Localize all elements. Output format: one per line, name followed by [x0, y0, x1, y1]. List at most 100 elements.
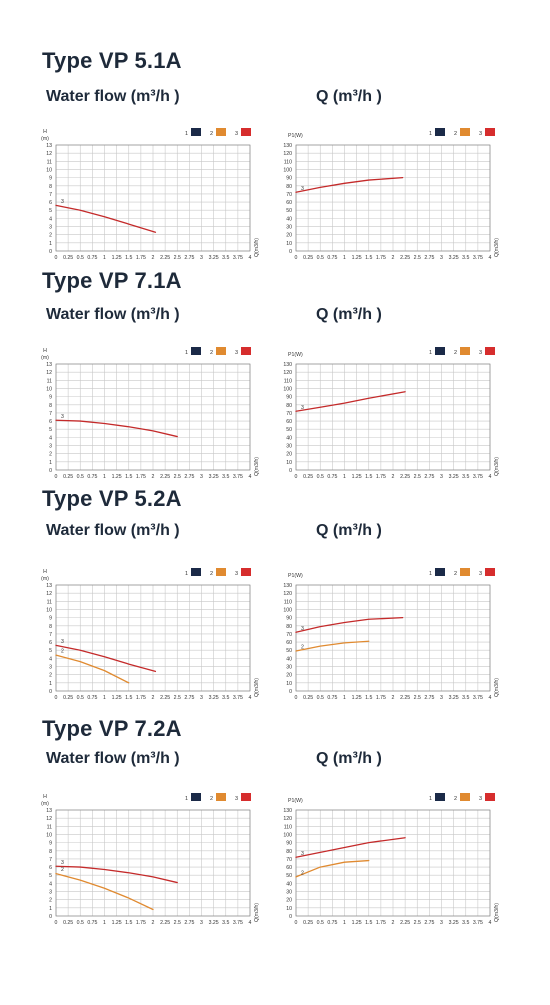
y-tick-label: 12 [46, 816, 52, 822]
x-axis-label: Q(m3/h) [254, 678, 260, 697]
legend-swatch [191, 793, 201, 801]
y-tick-label: 11 [47, 599, 52, 605]
legend-swatch [435, 568, 445, 576]
series-label: 2 [301, 645, 304, 651]
x-tick-label: 3.75 [233, 474, 243, 480]
x-tick-label: 3.25 [209, 255, 219, 261]
x-axis-label: Q(m3/h) [254, 903, 260, 922]
x-tick-label: 3.75 [233, 920, 243, 926]
y-tick-label: 13 [46, 143, 52, 149]
legend: 1 2 3 [429, 793, 495, 802]
x-tick-label: 3 [440, 474, 443, 480]
x-tick-label: 2 [392, 474, 395, 480]
series-line [55, 644, 157, 673]
y-tick-label: 30 [286, 890, 292, 896]
y-tick-label: 40 [286, 881, 292, 887]
x-tick-label: 0.25 [63, 255, 73, 261]
y-tick-label: 110 [284, 159, 292, 165]
legend-swatch [460, 568, 470, 576]
x-tick-label: 2.25 [160, 695, 170, 701]
legend-label: 2 [210, 350, 213, 356]
section-title: Type VP 5.2A [42, 486, 182, 511]
x-tick-label: 0.5 [77, 920, 84, 926]
series-line [295, 859, 370, 878]
y-tick-label: 5 [49, 873, 52, 879]
x-tick-label: 3.25 [449, 255, 459, 261]
x-tick-label: 3.5 [462, 920, 469, 926]
y-tick-label: 90 [286, 176, 292, 182]
legend: 1 2 3 [185, 793, 251, 802]
x-tick-label: 0.75 [327, 920, 337, 926]
y-tick-label: 130 [283, 583, 292, 589]
x-tick-label: 2.5 [174, 255, 181, 261]
y-tick-label: 12 [46, 591, 52, 597]
series-label: 3 [301, 405, 304, 411]
legend-label: 3 [479, 796, 482, 802]
x-tick-label: 2.75 [184, 920, 194, 926]
y-tick-label: 8 [49, 849, 52, 855]
y-tick-label: 8 [49, 403, 52, 409]
grid [55, 584, 251, 692]
plot-frame [55, 144, 251, 252]
y-axis-label: H [43, 569, 47, 575]
y-tick-label: 3 [49, 225, 52, 231]
x-tick-label: 0 [55, 255, 58, 261]
x-tick-label: 1.25 [352, 695, 362, 701]
x-tick-label: 1 [343, 695, 346, 701]
plot-frame [295, 363, 491, 471]
x-tick-label: 2 [152, 695, 155, 701]
series-line [295, 391, 406, 412]
section-title: Type VP 5.1A [42, 48, 182, 73]
x-axis-label: Q(m3/h) [494, 457, 500, 476]
y-tick-label: 11 [47, 824, 52, 830]
y-tick-label: 13 [46, 362, 52, 368]
y-tick-label: 60 [286, 419, 292, 425]
legend: 1 2 3 [185, 347, 251, 356]
x-tick-label: 3.25 [449, 695, 459, 701]
grid [295, 363, 491, 471]
y-tick-label: 50 [286, 873, 292, 879]
x-tick-label: 1.5 [365, 695, 372, 701]
x-tick-label: 2.5 [174, 474, 181, 480]
x-tick-label: 2 [152, 255, 155, 261]
y-tick-label: 10 [46, 386, 52, 392]
grid [55, 363, 251, 471]
x-tick-label: 3.25 [209, 695, 219, 701]
y-tick-label: 20 [286, 233, 292, 239]
grid [295, 809, 491, 917]
plot-frame [55, 809, 251, 917]
y-tick-label: 9 [49, 841, 52, 847]
q-caption: Q (m³/h ) [316, 306, 382, 323]
power-chart: 0 10 20 30 40 50 60 70 80 90 100 110 120 130 0 0.25 0.5 0… [283, 128, 500, 261]
y-tick-label: 10 [46, 167, 52, 173]
x-tick-label: 1.75 [376, 695, 386, 701]
x-tick-label: 4 [489, 255, 492, 261]
y-tick-label: 9 [49, 176, 52, 182]
legend-swatch [216, 568, 226, 576]
y-tick-label: 1 [49, 241, 52, 247]
x-tick-label: 2.75 [184, 474, 194, 480]
y-tick-label: 30 [286, 665, 292, 671]
y-tick-label: 1 [49, 460, 52, 466]
section-title: Type VP 7.1A [42, 268, 182, 293]
x-tick-label: 0 [55, 695, 58, 701]
y-tick-label: 9 [49, 395, 52, 401]
x-tick-label: 3.5 [462, 695, 469, 701]
x-tick-label: 3.25 [449, 474, 459, 480]
y-tick-label: 0 [289, 914, 292, 920]
legend-label: 1 [429, 131, 432, 137]
y-tick-label: 50 [286, 427, 292, 433]
legend-label: 1 [185, 796, 188, 802]
legend-swatch [216, 128, 226, 136]
water-flow-caption: Water flow (m³/h ) [46, 306, 180, 323]
legend-swatch [216, 347, 226, 355]
y-tick-label: 2 [49, 673, 52, 679]
y-tick-label: 90 [286, 395, 292, 401]
grid [295, 144, 491, 252]
y-tick-label: 10 [286, 906, 292, 912]
y-tick-label: 10 [286, 241, 292, 247]
x-tick-label: 0.5 [317, 920, 324, 926]
series-line [55, 654, 130, 684]
x-tick-label: 1.75 [136, 920, 146, 926]
